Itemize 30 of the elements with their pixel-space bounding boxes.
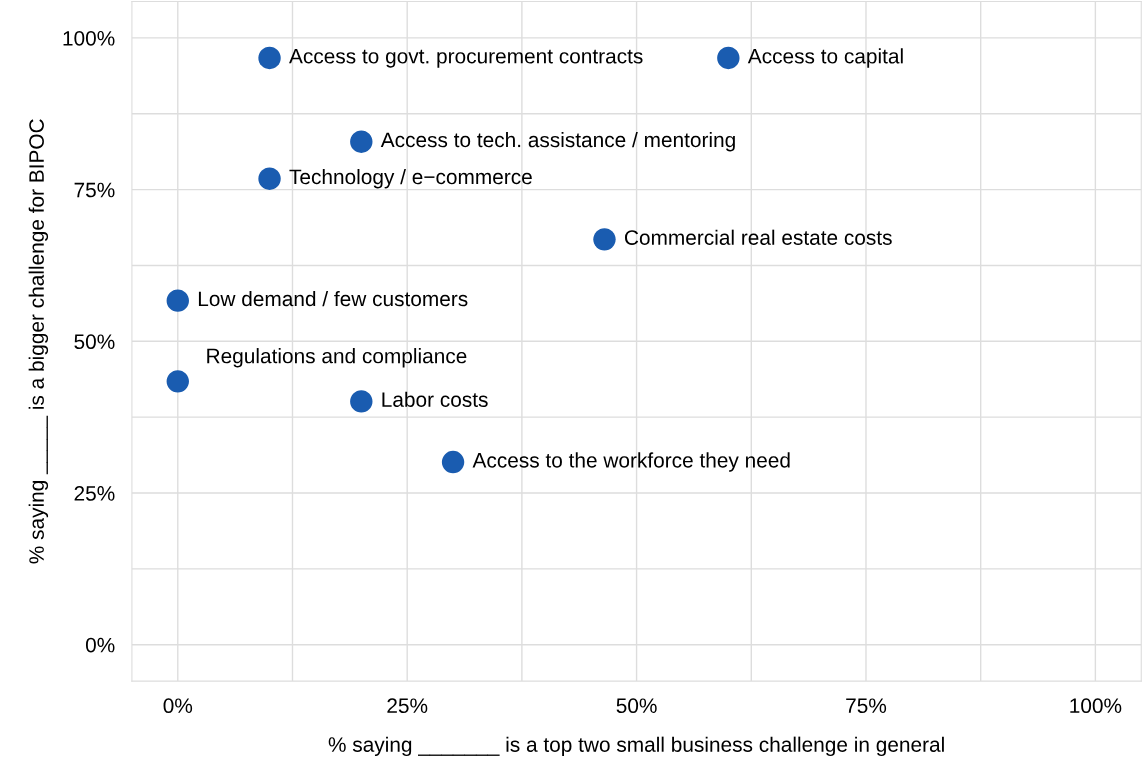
point (166, 289, 189, 312)
annotation: Regulations and compliance (207, 348, 467, 368)
point (350, 390, 373, 413)
annotation: Technology / e−commerce (289, 168, 532, 189)
annotation: Low demand / few customers (198, 290, 468, 307)
annotation: Labor costs (382, 391, 488, 407)
x-axis-title: % saying _______ is a top two small business challenge in general (328, 736, 944, 757)
point (717, 46, 740, 70)
x-tick-label: 50% (616, 698, 657, 714)
y-tick-label: 0% (85, 637, 115, 653)
point (350, 130, 373, 153)
annotation: Access to capital (747, 48, 903, 68)
point (258, 167, 281, 190)
annotation: Access to tech. assistance / mentoring (380, 131, 735, 152)
y-axis-title: % saying _____ is a bigger challenge for BIPOC (28, 119, 49, 564)
point (593, 228, 616, 251)
x-tick-label: 75% (846, 698, 887, 714)
x-tick-label: 25% (387, 698, 428, 714)
y-tick-label: 75% (74, 182, 115, 198)
point (441, 450, 465, 474)
y-tick-label: 50% (74, 334, 115, 350)
annotation: Access to govt. procurement contracts (289, 49, 643, 68)
point (258, 46, 281, 70)
annotation: Commercial real estate costs (624, 229, 892, 245)
x-tick-label: 0% (163, 698, 193, 714)
x-tick-label: 100% (1070, 698, 1122, 714)
y-tick-label: 25% (74, 486, 115, 501)
y-tick-label: 100% (63, 30, 115, 46)
point (166, 370, 189, 393)
annotation: Access to the workforce they need (472, 452, 790, 472)
